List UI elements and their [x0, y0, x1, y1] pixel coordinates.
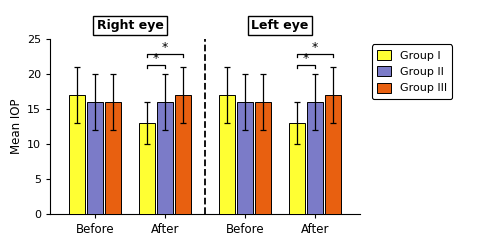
- Text: *: *: [162, 41, 168, 54]
- Text: *: *: [303, 52, 309, 65]
- Text: *: *: [312, 41, 318, 54]
- Bar: [104, 102, 122, 214]
- Text: Left eye: Left eye: [252, 19, 308, 32]
- Bar: [174, 95, 192, 214]
- Bar: [68, 95, 86, 214]
- Bar: [236, 102, 254, 214]
- Bar: [138, 123, 156, 214]
- Bar: [86, 102, 104, 214]
- Y-axis label: Mean IOP: Mean IOP: [10, 99, 22, 154]
- Text: Right eye: Right eye: [96, 19, 164, 32]
- Bar: [254, 102, 272, 214]
- Bar: [324, 95, 342, 214]
- Bar: [156, 102, 174, 214]
- Text: *: *: [153, 52, 159, 65]
- Bar: [288, 123, 306, 214]
- Bar: [218, 95, 236, 214]
- Bar: [306, 102, 324, 214]
- Legend: Group I, Group II, Group III: Group I, Group II, Group III: [372, 44, 452, 99]
